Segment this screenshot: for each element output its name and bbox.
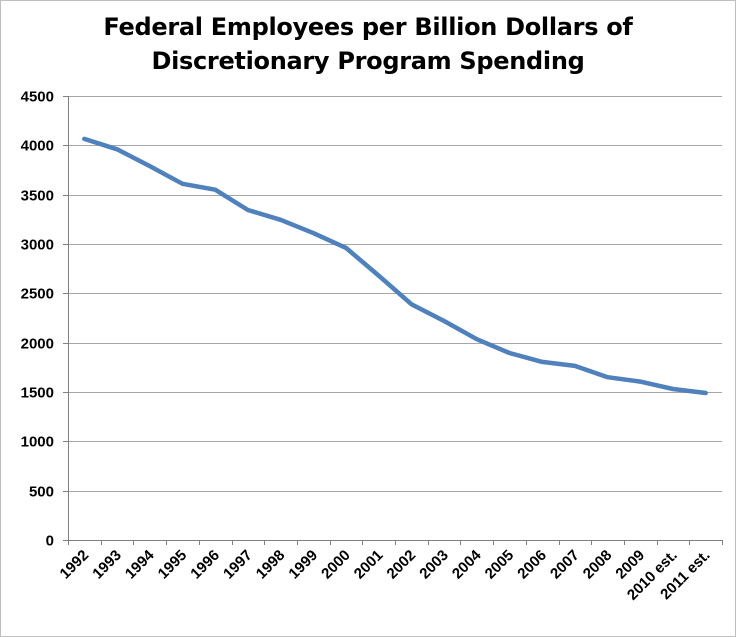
x-tick-label: 1994	[122, 546, 158, 582]
x-tick-label: 2000	[318, 547, 354, 583]
x-tick-label: 1998	[253, 547, 289, 583]
series-group	[82, 136, 708, 396]
y-tick-label: 2000	[21, 336, 54, 353]
x-tick-label: 1997	[220, 547, 256, 583]
x-tick-label: 2008	[580, 547, 616, 583]
x-tick-label: 2004	[449, 546, 485, 582]
x-tick-label: 2002	[384, 547, 420, 583]
x-tick-label: 2005	[482, 547, 518, 583]
x-tick-label: 1995	[155, 547, 191, 583]
x-tick-label: 2003	[416, 547, 452, 583]
x-tick-label: 2007	[547, 547, 583, 583]
y-tick-label: 4000	[21, 138, 54, 155]
chart-title: Federal Employees per Billion Dollars of…	[0, 10, 736, 78]
y-tick-label: 1000	[21, 434, 54, 451]
x-tick-label: 2001	[351, 547, 387, 583]
y-tick-label: 3000	[21, 237, 54, 254]
axes	[63, 96, 723, 545]
chart-title-line-1: Federal Employees per Billion Dollars of	[103, 13, 633, 41]
gridlines	[68, 96, 722, 492]
x-tick-label: 1999	[285, 547, 321, 583]
x-tick-label: 1993	[89, 547, 125, 583]
y-axis-tick-labels: 0 500 1000 1500 2000 2500 3000 3500 4000 4500	[21, 89, 54, 550]
y-tick-label: 500	[29, 484, 54, 501]
y-tick-label: 3500	[21, 188, 54, 205]
x-tick-label: 1992	[57, 547, 93, 583]
y-tick-label: 4500	[21, 89, 54, 106]
x-tick-label: 1996	[187, 547, 223, 583]
x-axis-tick-labels: 1992199319941995199619971998199920002001…	[57, 546, 714, 603]
series-line	[82, 136, 708, 396]
chart-title-line-2: Discretionary Program Spending	[151, 47, 585, 75]
x-tick-label: 2006	[514, 547, 550, 583]
y-tick-label: 2500	[21, 286, 54, 303]
y-tick-label: 1500	[21, 385, 54, 402]
y-tick-label: 0	[46, 533, 54, 550]
